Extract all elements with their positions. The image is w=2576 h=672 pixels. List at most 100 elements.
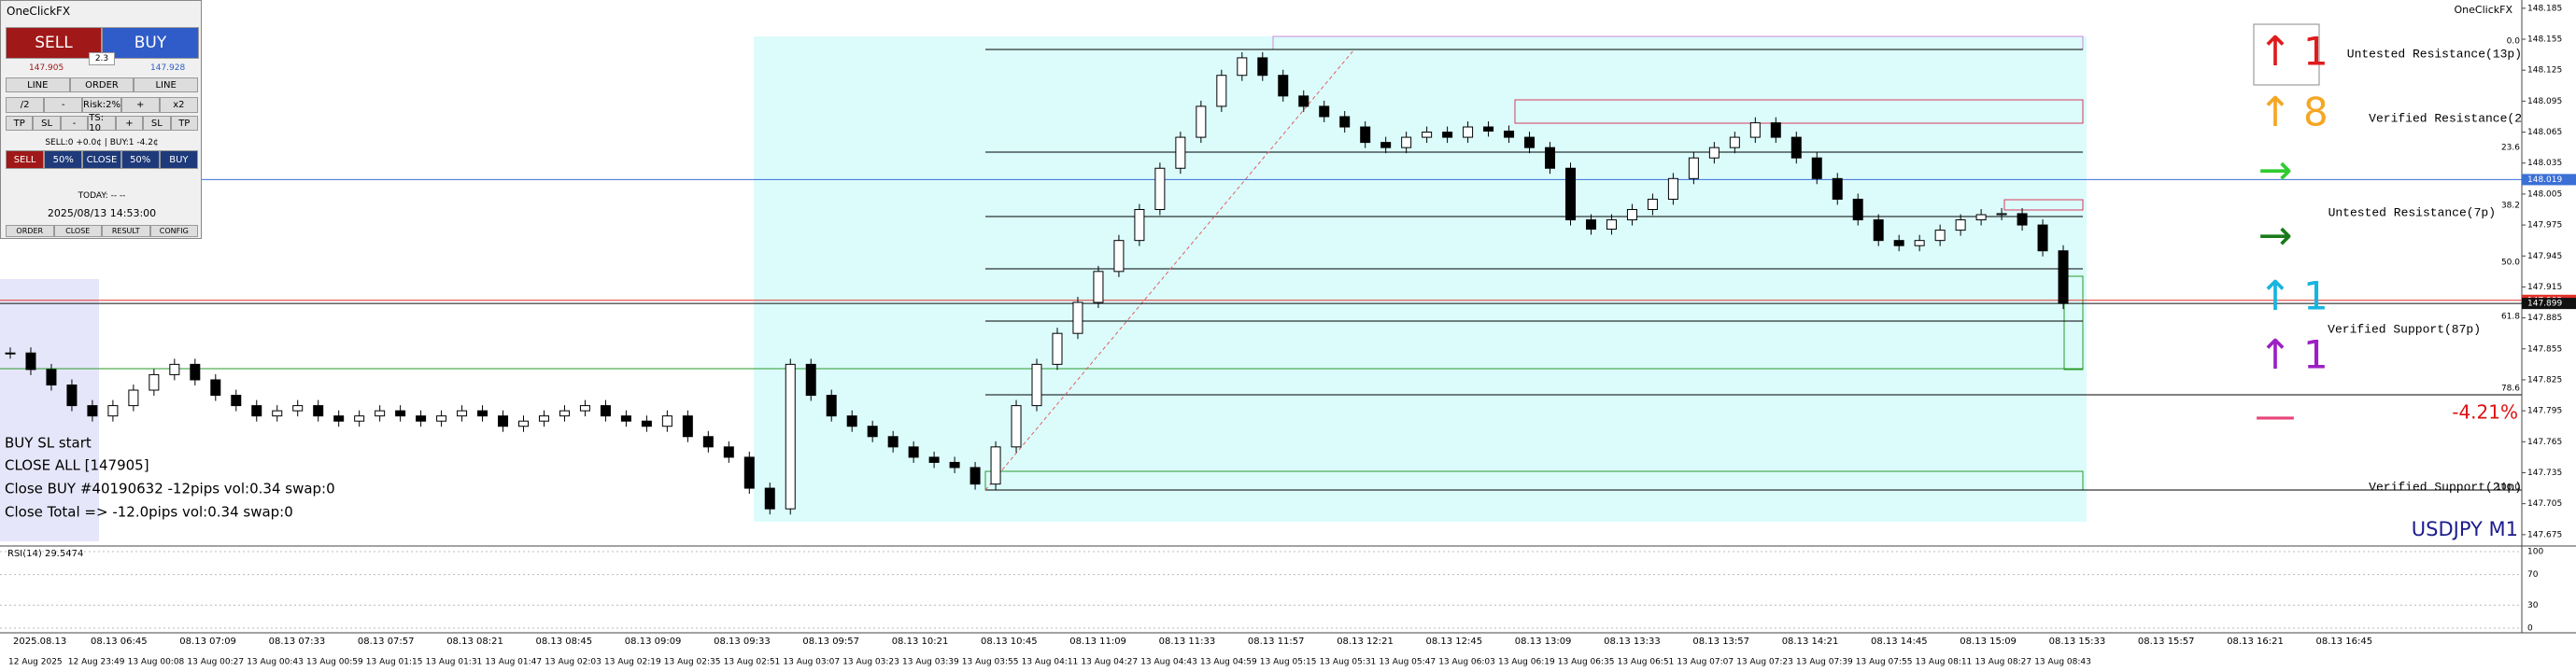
price-box <box>2522 298 2576 310</box>
candle <box>949 461 960 469</box>
percent: -4.21% <box>2452 401 2518 424</box>
candle <box>477 410 488 417</box>
time-label: 13 Aug 03:55 <box>962 658 1019 667</box>
candle <box>1257 57 1268 77</box>
candle <box>1339 116 1351 128</box>
price-label: 147.675 <box>2527 530 2562 539</box>
panel-button[interactable]: /2 <box>6 97 45 113</box>
signal-arrow: ↑ <box>2258 28 2293 76</box>
price-label: 148.155 <box>2527 35 2562 45</box>
candle <box>867 426 878 438</box>
candle <box>908 446 919 458</box>
candle <box>1360 126 1371 144</box>
price-label: 148.035 <box>2527 159 2562 168</box>
candle <box>785 363 796 510</box>
time-label: 12 Aug 2025 <box>8 658 63 667</box>
candle <box>5 352 16 355</box>
candle <box>1626 208 1637 221</box>
resistance-box <box>1514 99 2084 124</box>
time-label: 13 Aug 08:27 <box>1974 658 2031 667</box>
time-label: 13 Aug 06:19 <box>1498 658 1555 667</box>
panel-button[interactable]: SL <box>143 116 171 131</box>
candle <box>251 405 262 417</box>
panel-button[interactable]: RESULT <box>102 225 150 237</box>
panel-button[interactable]: - <box>60 116 89 131</box>
time-label: 13 Aug 07:23 <box>1736 658 1793 667</box>
price-label: 147.825 <box>2527 375 2562 385</box>
panel-button[interactable]: BUY <box>159 150 198 169</box>
candle <box>231 395 242 407</box>
time-label: 13 Aug 02:03 <box>545 658 602 667</box>
spread: 2.3 <box>89 52 115 65</box>
time-label: 08.13 09:57 <box>802 637 859 647</box>
time-label: 13 Aug 08:11 <box>1916 658 1973 667</box>
symbol: USDJPY M1 <box>2412 518 2518 540</box>
time-label: 13 Aug 04:43 <box>1140 658 1197 667</box>
time-label: 13 Aug 02:51 <box>724 658 781 667</box>
candle <box>1319 105 1330 118</box>
price-label: 147.885 <box>2527 314 2562 323</box>
panel-button[interactable]: TP <box>6 116 34 131</box>
candle <box>1524 136 1536 148</box>
candle <box>292 405 304 412</box>
candle <box>1196 105 1207 138</box>
signal-frame <box>2253 23 2320 86</box>
price-marker-label: 148.019 <box>2527 175 2562 185</box>
time-label: 13 Aug 00:43 <box>247 658 304 667</box>
time-label: 08.13 14:21 <box>1782 637 1839 647</box>
time-label: 08.13 07:33 <box>269 637 326 647</box>
sell-button[interactable]: SELL <box>6 27 102 59</box>
session-zone <box>0 279 99 541</box>
time-label: 08.13 12:45 <box>1426 637 1483 647</box>
panel-button[interactable]: LINE <box>6 77 70 92</box>
candle <box>2058 250 2069 304</box>
candle <box>436 415 447 422</box>
candle <box>1749 122 1761 138</box>
candle <box>46 369 57 385</box>
candle <box>1504 130 1515 138</box>
candle <box>25 352 36 371</box>
trade-panel: OneClickFX SELL BUY 147.905 2.3 147.928 … <box>0 0 202 239</box>
panel-button[interactable]: ORDER <box>69 77 134 92</box>
panel-button[interactable]: CONFIG <box>149 225 198 237</box>
candle <box>1647 198 1658 210</box>
price-label: 147.915 <box>2527 283 2562 292</box>
candle <box>1278 75 1289 97</box>
panel-button[interactable]: SELL <box>6 150 45 169</box>
candle <box>661 415 672 427</box>
panel-button[interactable]: ORDER <box>6 225 54 237</box>
buy-button[interactable]: BUY <box>102 27 199 59</box>
panel-button[interactable]: Risk:2% <box>82 97 121 113</box>
candle <box>723 446 734 458</box>
time-label: 13 Aug 07:39 <box>1796 658 1853 667</box>
panel-button[interactable]: x2 <box>159 97 198 113</box>
support-box <box>2063 275 2084 371</box>
time-label: 13 Aug 01:15 <box>366 658 423 667</box>
panel-button[interactable]: CLOSE <box>82 150 121 169</box>
time-label: 13 Aug 06:35 <box>1558 658 1615 667</box>
candle <box>1873 219 1884 242</box>
candle <box>2017 213 2028 226</box>
panel-button[interactable]: 50% <box>44 150 83 169</box>
panel-button[interactable]: TP <box>170 116 198 131</box>
rsi-label: RSI(14) 29.5474 <box>7 549 83 559</box>
panel-button[interactable]: SL <box>33 116 61 131</box>
candle <box>1072 301 1083 334</box>
candle <box>1975 214 1987 221</box>
price-label: 147.945 <box>2527 252 2562 261</box>
price-label: 148.185 <box>2527 4 2562 13</box>
panel-button[interactable]: TS: 10 <box>88 113 116 133</box>
signal-count: 8 <box>2303 90 2328 135</box>
panel-button[interactable]: 50% <box>120 150 160 169</box>
price-label: 147.765 <box>2527 438 2562 447</box>
panel-button[interactable]: CLOSE <box>53 225 102 237</box>
candle <box>1298 95 1309 107</box>
candle <box>1893 240 1904 246</box>
panel-button[interactable]: + <box>120 97 160 113</box>
panel-button[interactable]: - <box>44 97 83 113</box>
panel-button[interactable]: LINE <box>134 77 198 92</box>
candle <box>1606 219 1617 231</box>
time-label: 2025.08.13 <box>13 637 66 647</box>
candle <box>846 415 857 427</box>
panel-button[interactable]: + <box>115 116 144 131</box>
